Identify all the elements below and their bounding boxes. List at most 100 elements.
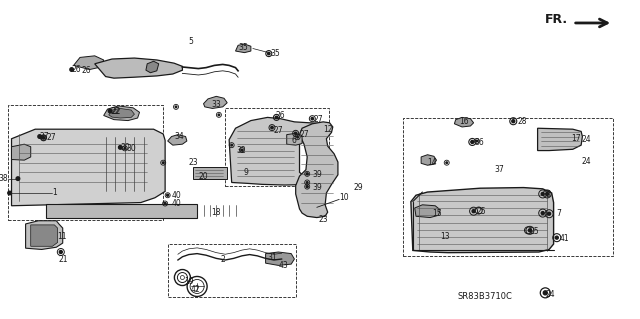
Text: 20: 20 xyxy=(198,172,208,181)
Text: 9: 9 xyxy=(243,168,248,177)
Circle shape xyxy=(306,186,308,188)
Text: 21: 21 xyxy=(59,255,68,263)
Text: FR.: FR. xyxy=(545,13,568,26)
Text: 24: 24 xyxy=(545,290,555,299)
Polygon shape xyxy=(454,117,474,127)
Circle shape xyxy=(43,137,44,139)
Text: 38: 38 xyxy=(0,174,8,183)
Polygon shape xyxy=(31,225,58,246)
Text: 22: 22 xyxy=(112,107,122,115)
Circle shape xyxy=(472,210,475,213)
Text: 39: 39 xyxy=(312,183,322,192)
Text: 27: 27 xyxy=(274,126,284,135)
Bar xyxy=(225,108,329,186)
Text: 6: 6 xyxy=(291,136,296,145)
Text: SR83B3710C: SR83B3710C xyxy=(458,292,513,300)
Text: 30: 30 xyxy=(120,143,130,152)
Polygon shape xyxy=(411,188,554,253)
Polygon shape xyxy=(95,58,182,78)
Polygon shape xyxy=(26,221,63,249)
Circle shape xyxy=(476,140,477,142)
Polygon shape xyxy=(296,122,338,218)
Text: 27: 27 xyxy=(46,133,56,142)
Text: 12: 12 xyxy=(323,125,333,134)
Text: 16: 16 xyxy=(460,117,469,126)
Text: 40: 40 xyxy=(172,191,181,200)
Circle shape xyxy=(164,203,166,204)
Text: 35: 35 xyxy=(238,43,248,52)
Polygon shape xyxy=(74,56,104,70)
Circle shape xyxy=(271,126,273,129)
Text: 11: 11 xyxy=(58,232,67,241)
Polygon shape xyxy=(421,155,436,165)
Circle shape xyxy=(294,132,297,135)
Circle shape xyxy=(38,135,42,138)
Circle shape xyxy=(556,236,558,239)
Text: 24: 24 xyxy=(581,135,591,144)
Circle shape xyxy=(231,144,232,146)
Text: 32: 32 xyxy=(237,146,246,155)
Bar xyxy=(8,105,163,220)
Text: 26: 26 xyxy=(275,111,285,120)
Polygon shape xyxy=(415,205,440,218)
Circle shape xyxy=(541,211,544,215)
Polygon shape xyxy=(229,117,326,185)
Text: 2: 2 xyxy=(221,256,225,264)
Polygon shape xyxy=(109,108,134,118)
Text: 29: 29 xyxy=(353,183,363,192)
Text: 13: 13 xyxy=(440,232,450,241)
Circle shape xyxy=(124,147,125,149)
Polygon shape xyxy=(287,133,302,145)
Text: 24: 24 xyxy=(581,157,591,166)
Text: 27: 27 xyxy=(300,130,309,139)
Circle shape xyxy=(70,68,74,71)
Circle shape xyxy=(512,120,515,123)
Bar xyxy=(403,118,613,256)
Polygon shape xyxy=(266,252,294,265)
Circle shape xyxy=(42,137,45,139)
Circle shape xyxy=(529,229,531,232)
Polygon shape xyxy=(204,96,227,108)
Text: 10: 10 xyxy=(339,193,349,202)
Circle shape xyxy=(471,140,474,144)
Text: 14: 14 xyxy=(428,158,437,167)
Text: 41: 41 xyxy=(560,234,570,243)
Circle shape xyxy=(268,52,270,55)
Circle shape xyxy=(275,116,278,119)
Bar xyxy=(46,204,197,218)
Text: 30: 30 xyxy=(127,144,136,153)
Polygon shape xyxy=(12,144,31,160)
Circle shape xyxy=(307,182,308,183)
Text: 15: 15 xyxy=(432,209,442,218)
Text: 28: 28 xyxy=(517,117,527,126)
Circle shape xyxy=(16,177,20,181)
Circle shape xyxy=(175,106,177,108)
Text: 31: 31 xyxy=(268,253,277,262)
Circle shape xyxy=(311,117,314,120)
Circle shape xyxy=(108,109,112,113)
Text: 27: 27 xyxy=(314,115,323,124)
Text: 5: 5 xyxy=(189,37,194,46)
Text: 8: 8 xyxy=(545,190,550,199)
Text: 17: 17 xyxy=(571,134,580,143)
Text: 37: 37 xyxy=(494,165,504,174)
Text: 18: 18 xyxy=(211,208,221,217)
Bar xyxy=(168,244,296,297)
Text: 27: 27 xyxy=(40,132,49,141)
Polygon shape xyxy=(538,128,582,151)
Text: 43: 43 xyxy=(278,261,288,270)
Polygon shape xyxy=(168,135,187,145)
Text: 40: 40 xyxy=(172,199,181,208)
Text: 1: 1 xyxy=(52,189,57,197)
Polygon shape xyxy=(12,129,165,206)
Text: 42: 42 xyxy=(191,285,200,294)
Text: 25: 25 xyxy=(477,207,486,216)
Text: 26: 26 xyxy=(72,65,81,74)
Circle shape xyxy=(541,192,544,196)
Circle shape xyxy=(546,192,548,196)
Circle shape xyxy=(297,136,298,138)
Text: 35: 35 xyxy=(270,49,280,58)
Circle shape xyxy=(163,162,164,164)
Circle shape xyxy=(8,191,12,195)
Polygon shape xyxy=(104,106,140,121)
